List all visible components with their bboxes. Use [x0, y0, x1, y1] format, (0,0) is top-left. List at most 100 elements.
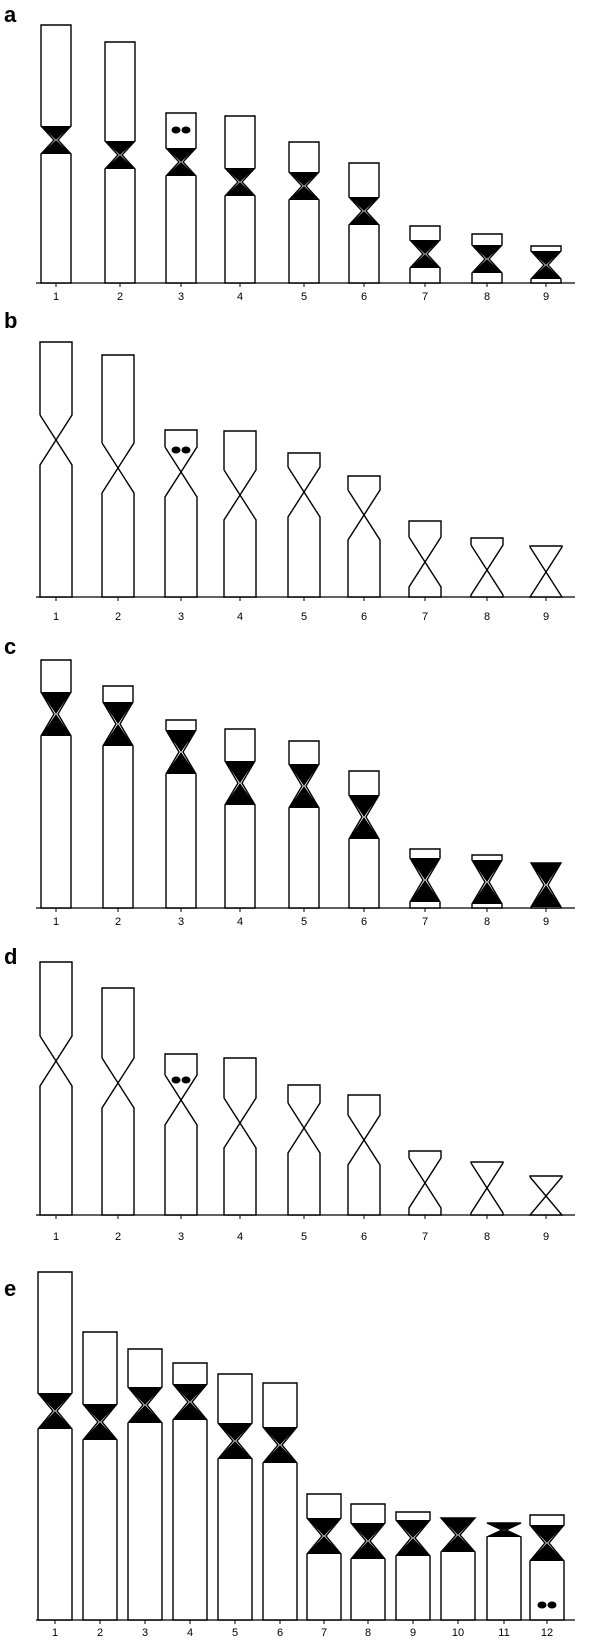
chromosome-number: 8 — [484, 611, 490, 623]
chromosome-number: 2 — [115, 916, 121, 928]
chromosome-number: 11 — [498, 1627, 509, 1639]
chromosome-number: 8 — [484, 916, 490, 928]
centromere-band — [225, 168, 255, 196]
centromere-band — [41, 126, 71, 154]
chromosome — [225, 729, 255, 908]
satellite — [182, 736, 191, 743]
satellite — [172, 447, 181, 454]
centromere-band — [289, 172, 319, 200]
centromere-band — [349, 197, 379, 225]
chromosome — [348, 476, 380, 597]
chromosome-number: 7 — [321, 1627, 327, 1639]
centromere-band — [103, 702, 133, 746]
chromosome-number: 1 — [52, 1627, 58, 1639]
panel-label: d — [4, 944, 17, 969]
chromosome — [166, 113, 196, 283]
satellite — [172, 736, 181, 743]
satellite — [548, 1602, 557, 1609]
chromosome-number: 5 — [301, 611, 307, 623]
chromosome-number: 6 — [277, 1627, 283, 1639]
chromosome-number: 6 — [361, 916, 367, 928]
chromosome — [289, 142, 319, 283]
chromosome — [348, 1095, 380, 1215]
chromosome — [165, 1054, 197, 1215]
centromere-band — [166, 730, 196, 774]
panel-label: a — [4, 2, 17, 27]
chromosome-number: 3 — [178, 291, 184, 303]
satellite — [172, 127, 181, 134]
panel-label: b — [4, 308, 17, 333]
karyotype-figure: a123456789b123456789c123456789d123456789… — [0, 0, 603, 1641]
chromosome-number: 7 — [422, 291, 428, 303]
chromosome — [349, 771, 379, 908]
satellite — [182, 127, 191, 134]
centromere-band — [531, 863, 561, 907]
chromosome — [38, 1272, 72, 1620]
chromosome — [40, 962, 72, 1215]
chromosome — [530, 546, 562, 597]
panel: c 1 2 3 4 5 6 7 8 9 — [4, 634, 575, 928]
satellite — [538, 1602, 547, 1609]
chromosome-number: 2 — [115, 611, 121, 623]
chromosome — [288, 1085, 320, 1215]
chromosome-number: 3 — [178, 1231, 184, 1243]
chromosome-number: 3 — [178, 611, 184, 623]
chromosome-number: 6 — [361, 291, 367, 303]
satellite — [182, 1077, 191, 1084]
chromosome — [471, 538, 503, 597]
chromosome-number: 9 — [543, 291, 549, 303]
chromosome-number: 5 — [232, 1627, 238, 1639]
centromere-band — [166, 148, 196, 176]
chromosome-number: 7 — [422, 1231, 428, 1243]
chromosome-number: 3 — [142, 1627, 148, 1639]
chromosome-number: 6 — [361, 1231, 367, 1243]
chromosome-number: 1 — [53, 291, 59, 303]
chromosome-number: 5 — [301, 916, 307, 928]
chromosome-number: 7 — [422, 611, 428, 623]
centromere-band — [487, 1523, 521, 1537]
chromosome — [102, 355, 134, 597]
centromere-band — [289, 764, 319, 808]
chromosome-number: 7 — [422, 916, 428, 928]
centromere-band — [472, 860, 502, 904]
chromosome-number: 1 — [53, 916, 59, 928]
chromosome-number: 4 — [187, 1627, 193, 1639]
chromosome-number: 4 — [237, 916, 243, 928]
chromosome-number: 5 — [301, 1231, 307, 1243]
centromere-band — [441, 1518, 475, 1552]
chromosome — [102, 988, 134, 1215]
panel-label: e — [4, 1276, 16, 1301]
chromosome — [530, 1176, 562, 1215]
chromosome — [225, 116, 255, 283]
chromosome-number: 12 — [541, 1627, 553, 1639]
chromosome-number: 4 — [237, 291, 243, 303]
chromosome — [165, 430, 197, 597]
satellite — [182, 447, 191, 454]
chromosome-number: 9 — [543, 611, 549, 623]
chromosome — [487, 1523, 521, 1620]
chromosome-number: 9 — [543, 1231, 549, 1243]
chromosome — [224, 1058, 256, 1215]
chromosome-number: 1 — [53, 611, 59, 623]
chromosome-number: 6 — [361, 611, 367, 623]
chromosome-number: 8 — [365, 1627, 371, 1639]
centromere-band — [105, 141, 135, 169]
centromere-band — [41, 692, 71, 736]
chromosome-number: 4 — [237, 611, 243, 623]
chromosome-number: 10 — [452, 1627, 464, 1639]
panel-label: c — [4, 634, 16, 659]
centromere-band — [225, 761, 255, 805]
chromosome — [409, 521, 441, 597]
chromosome — [263, 1383, 297, 1620]
chromosome-number: 9 — [543, 916, 549, 928]
centromere-band — [410, 858, 440, 902]
chromosome-number: 3 — [178, 916, 184, 928]
centromere-band — [349, 795, 379, 839]
chromosome — [307, 1494, 341, 1620]
chromosome — [471, 1162, 503, 1215]
chromosome — [218, 1374, 252, 1620]
chromosome-number: 8 — [484, 1231, 490, 1243]
panel: b 1 2 3 4 5 6 7 8 9 — [4, 308, 575, 623]
